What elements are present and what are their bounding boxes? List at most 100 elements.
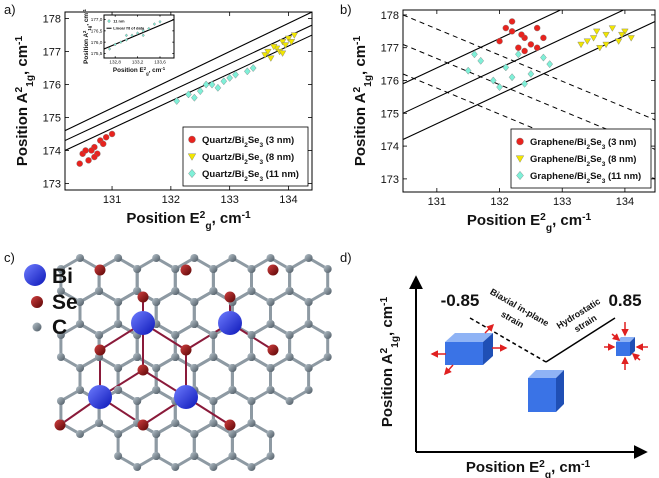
point (130, 33, 134, 38)
point (267, 55, 275, 62)
y-tick-label: 178 (381, 10, 399, 22)
label-part: , cm (83, 13, 90, 26)
se-atom (267, 264, 279, 276)
label-part: Quartz/Bi (202, 152, 244, 163)
label-part: , cm (352, 45, 369, 75)
label-part: -1 (242, 210, 251, 221)
label-part: Se (248, 135, 260, 146)
point (232, 70, 239, 79)
y-axis-label: Position A21g, cm-1 (82, 9, 92, 64)
reference-line (403, 10, 625, 114)
y-tick-label: 175,5 (91, 51, 103, 56)
carbon-ring (192, 421, 234, 469)
carbon-atom (56, 265, 65, 273)
legend-label: Bi (52, 265, 73, 288)
strain-value: -0.85 (441, 291, 480, 310)
plot (65, 12, 312, 167)
carbon-atom (247, 397, 256, 405)
point (602, 41, 610, 49)
point (173, 97, 180, 105)
box-hydrostatic (616, 337, 635, 356)
point (496, 83, 503, 91)
plot-frame (64, 11, 313, 191)
point (518, 31, 525, 38)
carbon-atom (171, 287, 180, 295)
carbon-atom (190, 364, 199, 372)
biaxial-path (469, 317, 547, 363)
se-atom (180, 344, 192, 356)
point (284, 35, 293, 43)
strain-value: 0.85 (608, 291, 641, 310)
label-part: , cm (212, 210, 242, 227)
carbon-atom (76, 364, 84, 372)
carbon-atom (323, 331, 332, 339)
carbon-atom (228, 254, 237, 262)
carbon-atom (304, 364, 313, 372)
label-part: 2 (144, 65, 147, 70)
label-part: (8 nm) (263, 152, 294, 163)
carbon-atom (133, 287, 142, 295)
carbon-atom (152, 452, 161, 460)
carbon-atom (152, 364, 161, 372)
carbon-atom (76, 430, 84, 438)
label-part: 3 (602, 161, 606, 168)
carbon-atom (285, 397, 294, 405)
y-tick-label: 177,0 (91, 17, 103, 22)
carbon-atom (114, 298, 123, 306)
point (540, 34, 547, 42)
x-axis-label: Position E2g, cm-1 (467, 212, 592, 234)
label-part: 2 (540, 212, 546, 223)
point (583, 38, 591, 45)
y-tick-label: 176,0 (91, 40, 103, 45)
carbon-atom (266, 430, 275, 438)
point (577, 41, 585, 49)
y-tick-label: 175 (381, 108, 399, 120)
carbon-atom (228, 364, 237, 372)
label-part: 1g (25, 75, 36, 87)
legend-box (182, 126, 309, 187)
carbon-atom (228, 452, 237, 460)
label-part: Position A (14, 92, 31, 166)
reference-line (403, 14, 655, 121)
label-part: g (545, 470, 551, 478)
carbon-atom (266, 298, 275, 306)
carbon-atom (228, 430, 237, 438)
label-part: 1g (87, 25, 92, 30)
carbon-atom (56, 287, 65, 295)
point (108, 47, 112, 51)
point (516, 137, 524, 146)
carbon-atom (152, 298, 161, 306)
se-atom (267, 344, 279, 356)
legend: Graphene/Bi2Se3 (3 nm)Graphene/Bi2Se3 (8… (510, 128, 652, 189)
point (533, 44, 541, 51)
point (593, 28, 601, 36)
label-part: Position A (352, 92, 369, 166)
x-tick-label: 132 (490, 196, 508, 208)
label-part: 2 (82, 30, 87, 33)
label-part: Linear fit of data (113, 26, 145, 31)
y-tick-label: 173 (43, 178, 61, 190)
label-part: 2 (352, 87, 363, 93)
reference-line (403, 20, 655, 141)
label-part: -1 (14, 36, 25, 45)
carbon-atom (266, 254, 275, 262)
legend-label: C (52, 316, 67, 339)
label-part: Position A (379, 353, 396, 427)
label-part: 3 (259, 176, 263, 183)
point (589, 35, 598, 42)
carbon-atom (76, 254, 84, 262)
point (100, 140, 107, 148)
se-atom (224, 419, 236, 431)
x-tick-label: 131 (103, 194, 121, 206)
y-axis-label: Position A21g, cm-1 (352, 36, 374, 167)
point (113, 42, 117, 47)
label-part: 1g (390, 336, 401, 348)
label-part: Quartz/Bi (202, 135, 244, 146)
carbon-atom (152, 386, 161, 394)
carbon-ring (269, 355, 311, 403)
y-tick-label: 174 (43, 145, 61, 157)
carbon-atom (171, 353, 180, 361)
label-part: (3 nm) (605, 137, 636, 148)
